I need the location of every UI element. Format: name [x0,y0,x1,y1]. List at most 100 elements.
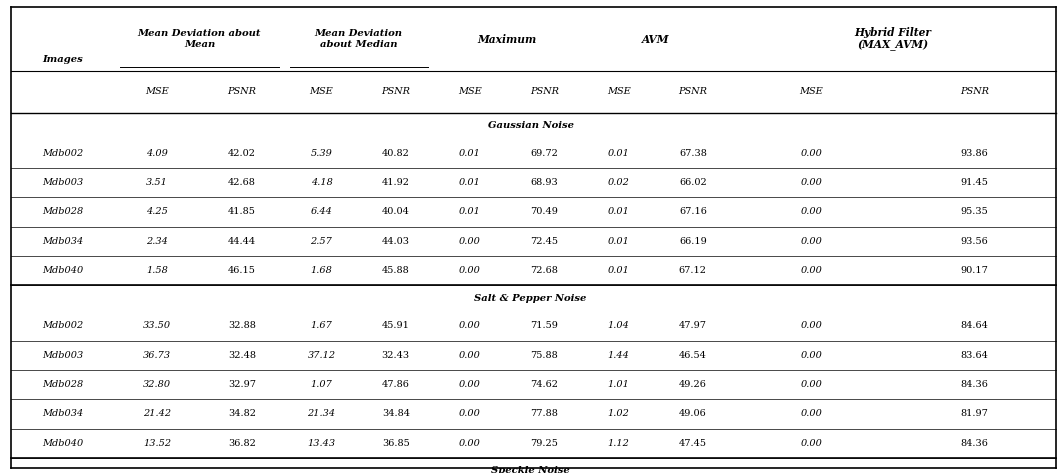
Text: 32.43: 32.43 [382,350,410,360]
Text: Mdb003: Mdb003 [42,350,83,360]
Text: 0.00: 0.00 [800,149,822,158]
Text: 0.02: 0.02 [608,178,629,187]
Text: 21.34: 21.34 [308,409,335,419]
Text: 1.58: 1.58 [146,266,168,275]
Text: Mdb034: Mdb034 [42,409,83,419]
Text: 1.12: 1.12 [608,438,629,448]
Text: 67.16: 67.16 [679,207,707,217]
Text: 40.82: 40.82 [382,149,410,158]
Text: MSE: MSE [310,87,333,96]
Text: 0.01: 0.01 [608,207,629,217]
Text: PSNR: PSNR [381,87,411,96]
Text: 0.00: 0.00 [800,350,822,360]
Text: 0.01: 0.01 [608,149,629,158]
Text: 44.03: 44.03 [382,236,410,246]
Text: 93.86: 93.86 [960,149,988,158]
Text: 36.85: 36.85 [382,438,410,448]
Text: 1.04: 1.04 [608,321,629,331]
Text: 74.62: 74.62 [530,380,558,389]
Text: Mdb034: Mdb034 [42,236,83,246]
Text: 93.56: 93.56 [960,236,988,246]
Text: 42.02: 42.02 [228,149,256,158]
Text: 13.43: 13.43 [308,438,335,448]
Text: 5.39: 5.39 [311,149,332,158]
Text: 0.00: 0.00 [800,409,822,419]
Text: MSE: MSE [145,87,169,96]
Text: 0.00: 0.00 [800,266,822,275]
Text: 42.68: 42.68 [228,178,256,187]
Text: 40.04: 40.04 [382,207,410,217]
Text: 84.64: 84.64 [960,321,988,331]
Text: 1.44: 1.44 [608,350,629,360]
Text: 0.00: 0.00 [459,350,481,360]
Text: 0.00: 0.00 [800,236,822,246]
Text: 45.91: 45.91 [382,321,410,331]
Text: 0.00: 0.00 [800,380,822,389]
Text: 1.07: 1.07 [311,380,332,389]
Text: 67.12: 67.12 [679,266,707,275]
Text: Mean Deviation about
Mean: Mean Deviation about Mean [138,29,261,49]
Text: 70.49: 70.49 [530,207,558,217]
Text: 1.02: 1.02 [608,409,629,419]
Text: 36.73: 36.73 [143,350,171,360]
Text: 41.85: 41.85 [228,207,256,217]
Text: 75.88: 75.88 [530,350,558,360]
Text: Mdb003: Mdb003 [42,178,83,187]
Text: 0.01: 0.01 [459,207,481,217]
Text: PSNR: PSNR [529,87,559,96]
Text: 95.35: 95.35 [960,207,988,217]
Text: 0.00: 0.00 [800,321,822,331]
Text: 2.34: 2.34 [146,236,168,246]
Text: 66.02: 66.02 [679,178,707,187]
Text: 21.42: 21.42 [143,409,171,419]
Text: 32.88: 32.88 [228,321,256,331]
Text: Gaussian Noise: Gaussian Noise [487,121,574,130]
Text: Maximum: Maximum [477,34,537,44]
Text: 6.44: 6.44 [311,207,332,217]
Text: 84.36: 84.36 [960,380,988,389]
Text: 33.50: 33.50 [143,321,171,331]
Text: 81.97: 81.97 [960,409,988,419]
Text: 0.00: 0.00 [459,409,481,419]
Text: 71.59: 71.59 [530,321,558,331]
Text: 0.01: 0.01 [459,178,481,187]
Text: 45.88: 45.88 [382,266,410,275]
Text: 0.00: 0.00 [800,207,822,217]
Text: Mdb002: Mdb002 [42,149,83,158]
Text: MSE: MSE [458,87,482,96]
Text: 13.52: 13.52 [143,438,171,448]
Text: 0.00: 0.00 [459,236,481,246]
Text: 68.93: 68.93 [530,178,558,187]
Text: 69.72: 69.72 [530,149,558,158]
Text: PSNR: PSNR [678,87,708,96]
Text: Mdb040: Mdb040 [42,266,83,275]
Text: 1.67: 1.67 [311,321,332,331]
Text: 1.01: 1.01 [608,380,629,389]
Text: Salt & Pepper Noise: Salt & Pepper Noise [474,294,587,303]
Text: MSE: MSE [607,87,630,96]
Text: 46.54: 46.54 [679,350,707,360]
Text: 77.88: 77.88 [530,409,558,419]
Text: 49.26: 49.26 [679,380,707,389]
Text: Mdb028: Mdb028 [42,207,83,217]
Text: Images: Images [42,55,83,64]
Text: Mdb002: Mdb002 [42,321,83,331]
Text: 72.68: 72.68 [530,266,558,275]
Text: 49.06: 49.06 [679,409,707,419]
Text: 67.38: 67.38 [679,149,707,158]
Text: 37.12: 37.12 [308,350,335,360]
Text: 32.97: 32.97 [228,380,256,389]
Text: Speckle Noise: Speckle Noise [491,466,570,473]
Text: Mean Deviation
about Median: Mean Deviation about Median [315,29,402,49]
Text: AVM: AVM [642,34,669,44]
Text: 41.92: 41.92 [382,178,410,187]
Text: Mdb028: Mdb028 [42,380,83,389]
Text: 46.15: 46.15 [228,266,256,275]
Text: 0.00: 0.00 [800,438,822,448]
Text: PSNR: PSNR [227,87,257,96]
Text: 0.00: 0.00 [459,266,481,275]
Text: 44.44: 44.44 [228,236,256,246]
Text: 91.45: 91.45 [960,178,988,187]
Text: PSNR: PSNR [960,87,989,96]
Text: Hybrid Filter
(MAX_AVM): Hybrid Filter (MAX_AVM) [854,26,932,52]
